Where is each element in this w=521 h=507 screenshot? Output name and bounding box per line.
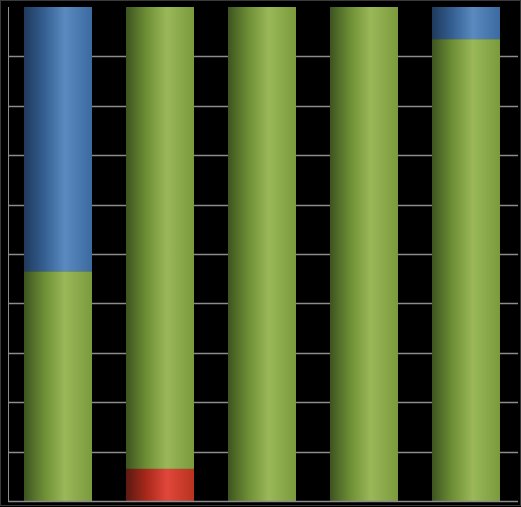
bar-segment-1-series-3 <box>24 7 92 272</box>
bar-segment-1-series-2 <box>24 271 92 501</box>
bar-segment-5-series-2 <box>432 39 500 502</box>
bars <box>24 7 500 502</box>
bar-segment-2-series-1 <box>126 468 194 501</box>
axes <box>8 7 518 503</box>
bar-segment-4-series-2 <box>330 7 398 501</box>
bar-segment-3-series-2 <box>228 7 296 501</box>
bar-segment-2-series-2 <box>126 7 194 469</box>
bar-segment-5-series-3 <box>432 7 500 40</box>
